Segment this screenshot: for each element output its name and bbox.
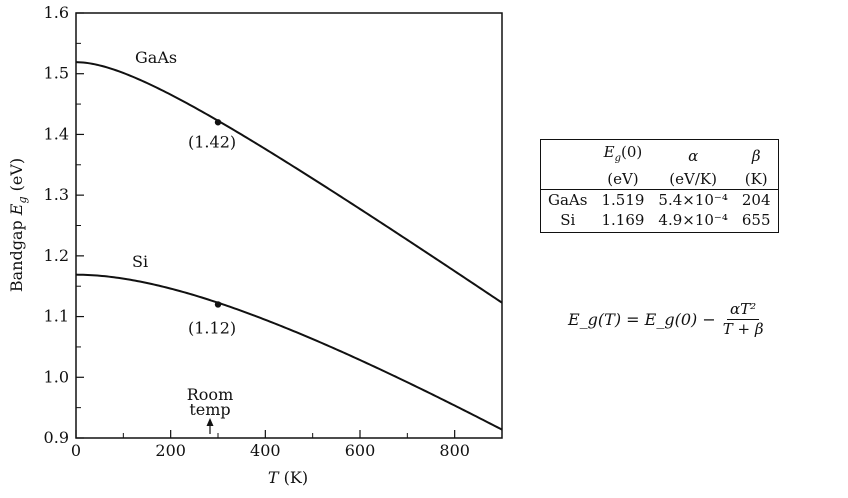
header-eg0-unit: (eV) bbox=[607, 170, 639, 188]
header-beta: β bbox=[751, 146, 761, 165]
cell-beta: 204 bbox=[734, 189, 779, 210]
y-tick-label: 1.5 bbox=[44, 64, 69, 83]
table-header-row-1: Eg(0) α β bbox=[541, 140, 779, 170]
cell-eg0: 1.169 bbox=[601, 211, 645, 229]
axis-ticks: 0 200 400 600 800 0.9 1.0 1.1 1.2 1.3 1.4 1.5 1.6 bbox=[44, 3, 470, 460]
series-label-gaas: GaAs bbox=[135, 48, 177, 67]
cell-material: GaAs bbox=[540, 189, 595, 210]
series-label-si: Si bbox=[132, 252, 148, 271]
x-tick-label: 0 bbox=[71, 441, 81, 460]
header-alpha-unit: (eV/K) bbox=[669, 170, 717, 188]
y-tick-label: 1.4 bbox=[44, 124, 69, 143]
data-markers: (1.42) (1.12) bbox=[188, 119, 236, 337]
table-row: Si 1.169 4.9×10⁻⁴ 655 bbox=[541, 210, 779, 233]
cell-alpha: 4.9×10⁻⁴ bbox=[658, 211, 728, 229]
x-tick-label: 800 bbox=[439, 441, 470, 460]
cell-alpha: 5.4×10⁻⁴ bbox=[651, 189, 735, 210]
cell-material: Si bbox=[560, 211, 576, 229]
bandgap-formula: E_g(T) = E_g(0) − αT² T + β bbox=[568, 300, 767, 339]
data-point-marker bbox=[214, 301, 222, 308]
formula-numerator: αT² bbox=[727, 300, 760, 320]
data-point-marker bbox=[214, 119, 222, 126]
data-point-label: (1.12) bbox=[188, 318, 236, 337]
table-corner-2 bbox=[541, 169, 595, 190]
header-alpha: α bbox=[688, 146, 699, 165]
formula-denominator: T + β bbox=[722, 320, 764, 338]
y-tick-label: 1.2 bbox=[44, 246, 69, 265]
y-axis-title: Bandgap Eg (eV) bbox=[7, 158, 29, 292]
x-axis-title: T (K) bbox=[268, 468, 308, 487]
formula-fraction: αT² T + β bbox=[720, 300, 767, 339]
room-temp-label-line2: temp bbox=[189, 400, 230, 419]
header-beta-unit: (K) bbox=[744, 170, 768, 188]
header-eg0: Eg(0) bbox=[603, 143, 643, 164]
cell-eg0: 1.519 bbox=[594, 189, 652, 210]
y-tick-label: 1.6 bbox=[44, 3, 69, 22]
y-tick-label: 1.1 bbox=[44, 307, 69, 326]
data-curves bbox=[75, 61, 503, 431]
formula-lhs: E_g(T) = E_g(0) − bbox=[568, 310, 716, 329]
series-line-gaas bbox=[75, 61, 503, 304]
series-line-si bbox=[75, 273, 503, 431]
x-tick-label: 400 bbox=[250, 441, 281, 460]
y-tick-label: 1.0 bbox=[44, 367, 69, 386]
y-tick-label: 0.9 bbox=[44, 428, 69, 447]
table-corner bbox=[541, 140, 595, 170]
cell-beta: 655 bbox=[741, 211, 771, 229]
table-row: GaAs 1.519 5.4×10⁻⁴ 204 bbox=[540, 189, 779, 210]
x-tick-label: 600 bbox=[345, 441, 376, 460]
data-point-label: (1.42) bbox=[188, 132, 236, 151]
room-temp-arrowhead bbox=[206, 418, 214, 426]
table-header-row-2: (eV) (eV/K) (K) bbox=[541, 169, 779, 190]
parameter-table: Eg(0) α β (eV) (eV/K) (K) GaAs 1.519 5.4… bbox=[540, 139, 779, 233]
y-tick-label: 1.3 bbox=[44, 185, 69, 204]
plot-frame bbox=[75, 12, 503, 439]
x-tick-label: 200 bbox=[155, 441, 186, 460]
room-temp-label-line1: Room bbox=[187, 385, 233, 404]
